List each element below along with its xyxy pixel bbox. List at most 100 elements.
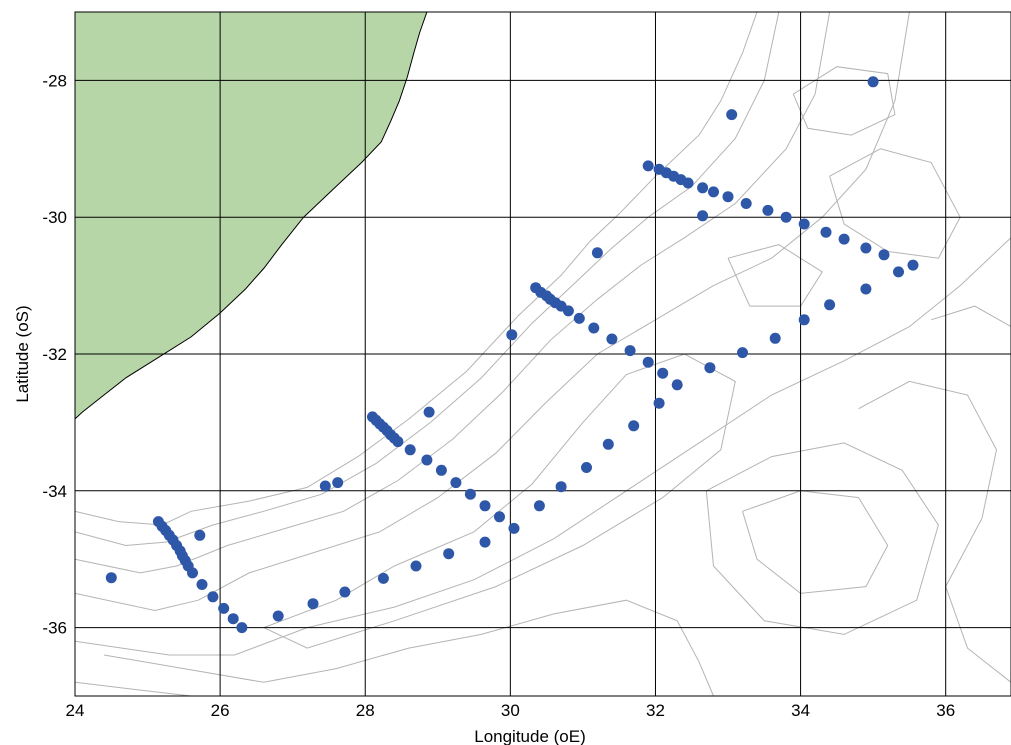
station-point bbox=[339, 586, 351, 598]
station-point bbox=[207, 591, 219, 603]
station-point bbox=[726, 109, 738, 121]
x-tick-label: 26 bbox=[211, 701, 230, 720]
station-point bbox=[860, 242, 872, 254]
y-tick-label: -30 bbox=[42, 208, 67, 227]
station-point bbox=[392, 436, 404, 448]
station-point bbox=[762, 204, 774, 216]
station-point bbox=[196, 579, 208, 590]
station-point bbox=[878, 249, 890, 261]
station-point bbox=[307, 598, 319, 610]
depth-contour bbox=[75, 12, 831, 574]
station-point bbox=[824, 299, 836, 311]
station-point bbox=[642, 160, 654, 172]
station-point bbox=[653, 397, 665, 409]
station-point bbox=[573, 312, 585, 324]
station-point bbox=[435, 464, 447, 476]
x-tick-label: 30 bbox=[501, 701, 520, 720]
station-point bbox=[187, 567, 198, 579]
station-point bbox=[562, 305, 574, 317]
station-point bbox=[508, 522, 520, 534]
grid-lines bbox=[75, 12, 1011, 696]
station-point bbox=[423, 406, 435, 418]
station-points bbox=[105, 76, 919, 634]
station-point bbox=[464, 488, 476, 500]
x-tick-label: 36 bbox=[936, 701, 955, 720]
station-point bbox=[769, 332, 781, 344]
depth-contour bbox=[829, 148, 961, 259]
station-point bbox=[780, 211, 792, 223]
station-point bbox=[479, 500, 491, 512]
y-axis-label: Latitude (oS) bbox=[13, 305, 32, 402]
station-point bbox=[657, 367, 669, 379]
x-tick-label: 28 bbox=[356, 701, 375, 720]
station-point bbox=[218, 602, 230, 614]
station-point bbox=[421, 454, 433, 466]
station-point bbox=[410, 560, 422, 572]
y-tick-label: -36 bbox=[42, 619, 67, 638]
depth-contour bbox=[75, 12, 758, 526]
station-point bbox=[494, 511, 505, 523]
station-point bbox=[319, 480, 331, 492]
station-point bbox=[697, 210, 709, 222]
station-point bbox=[606, 333, 618, 345]
station-point bbox=[450, 477, 462, 489]
x-tick-label: 32 bbox=[646, 701, 665, 720]
station-point bbox=[227, 613, 239, 625]
tick-labels: 24 26 28 30 32 34 36 -28 -30 -32 -34 -36 bbox=[42, 71, 955, 720]
depth-contour bbox=[742, 490, 889, 594]
plot-frame bbox=[74, 11, 1011, 697]
station-point bbox=[588, 322, 600, 334]
y-tick-label: -32 bbox=[42, 345, 67, 364]
station-point bbox=[798, 218, 810, 230]
station-point bbox=[404, 444, 416, 456]
station-point bbox=[581, 462, 592, 473]
station-point bbox=[907, 259, 919, 271]
station-point bbox=[591, 247, 603, 259]
station-point bbox=[838, 233, 850, 245]
station-point bbox=[867, 76, 879, 88]
depth-contour bbox=[75, 237, 1011, 656]
station-point bbox=[697, 182, 709, 194]
station-point bbox=[555, 481, 567, 493]
station-point bbox=[671, 379, 683, 391]
x-axis-label: Longitude (oE) bbox=[474, 727, 586, 745]
station-point bbox=[443, 548, 455, 560]
depth-contour bbox=[792, 66, 896, 136]
depth-contour bbox=[103, 599, 714, 696]
station-point bbox=[798, 314, 810, 326]
x-tick-label: 34 bbox=[791, 701, 810, 720]
station-point bbox=[332, 477, 344, 489]
station-point bbox=[737, 347, 748, 359]
station-point bbox=[479, 536, 491, 548]
station-point bbox=[105, 572, 117, 584]
bathymetry-contours bbox=[75, 12, 1011, 696]
station-point bbox=[704, 362, 716, 374]
depth-contour bbox=[705, 442, 939, 635]
station-point bbox=[236, 622, 248, 634]
y-tick-label: -28 bbox=[42, 71, 67, 90]
station-point bbox=[628, 420, 640, 432]
station-point bbox=[722, 191, 734, 203]
station-point bbox=[506, 329, 518, 341]
station-point bbox=[272, 610, 284, 622]
station-point bbox=[708, 186, 719, 198]
station-point bbox=[893, 266, 904, 278]
station-point bbox=[860, 283, 872, 295]
station-point bbox=[602, 438, 614, 450]
depth-contour bbox=[858, 380, 1011, 683]
y-tick-label: -34 bbox=[42, 482, 67, 501]
plot-area bbox=[75, 12, 1011, 696]
station-point bbox=[533, 500, 545, 512]
depth-contour bbox=[75, 681, 192, 696]
depth-contour bbox=[727, 244, 823, 307]
station-point bbox=[642, 356, 654, 368]
land-mass bbox=[75, 12, 428, 420]
station-point bbox=[682, 177, 694, 189]
station-point bbox=[194, 529, 206, 541]
station-point bbox=[820, 226, 832, 238]
station-point bbox=[624, 345, 636, 357]
station-point bbox=[740, 198, 752, 209]
x-tick-label: 24 bbox=[66, 701, 85, 720]
station-point bbox=[377, 572, 389, 584]
